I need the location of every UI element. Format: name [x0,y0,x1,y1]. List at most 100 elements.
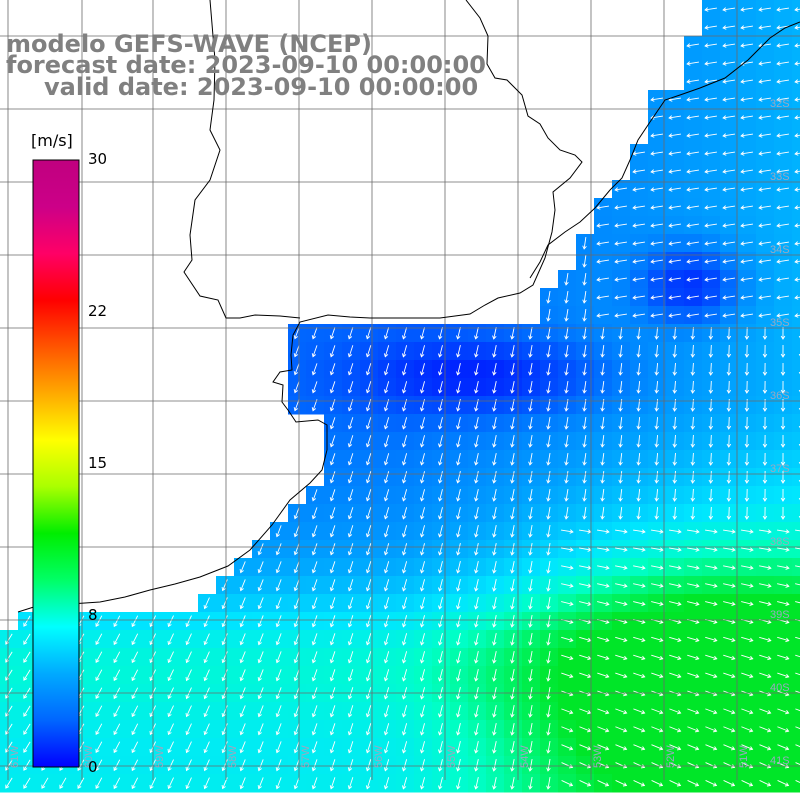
wind-arrow [239,561,246,574]
wind-arrow [744,416,750,430]
wind-arrow [687,654,700,661]
wind-arrow [722,241,735,246]
wind-arrow [456,489,461,502]
wind-arrow [185,633,192,646]
wind-arrow [492,543,497,556]
wind-arrow [275,597,282,610]
wind-arrow [456,363,461,376]
wind-arrow [600,470,605,484]
wind-arrow [23,741,31,753]
wind-arrow [456,471,461,484]
wind-arrow [564,489,569,502]
wind-cell [792,702,800,721]
wind-arrow [636,452,641,466]
wind-arrow [582,290,587,304]
wind-arrow [795,565,800,568]
wind-arrow [456,435,461,448]
wind-arrow [582,308,587,322]
wind-arrow [528,723,533,736]
wind-arrow [615,726,628,733]
wind-arrow [744,488,750,502]
wind-cell [792,468,800,487]
wind-arrow [456,579,461,592]
wind-arrow [632,169,645,174]
wind-arrow [615,583,628,588]
wind-arrow [311,543,318,556]
wind-arrow [708,470,714,484]
wind-arrow [668,133,681,138]
wind-arrow [705,547,718,552]
wind-arrow [419,579,425,592]
wind-arrow [654,326,659,340]
wind-arrow [383,471,390,484]
wind-arrow [329,453,336,466]
wind-arrow [614,205,627,210]
wind-arrow [762,452,768,466]
wind-arrow [546,309,551,322]
wind-arrow [722,133,735,138]
wind-arrow [597,726,610,733]
latitude-label: 39S [770,609,790,621]
wind-arrow [456,507,461,520]
wind-arrow [510,471,515,484]
wind-arrow [528,597,533,610]
colorbar-unit: [m/s] [31,131,73,150]
wind-arrow [510,453,515,466]
wind-arrow [510,759,515,772]
wind-arrow [419,759,425,772]
wind-arrow [564,273,569,286]
title-forecast-date: forecast date: 2023-09-10 00:00:00 [6,51,486,79]
colorbar-tick-22: 22 [88,302,108,320]
wind-arrow [456,651,461,664]
wind-arrow [438,543,443,556]
wind-arrow [474,633,479,646]
wind-arrow [546,579,551,592]
wind-arrow [365,633,372,646]
wind-arrow [347,543,354,556]
wind-arrow [705,726,718,733]
wind-arrow [777,672,790,679]
wind-arrow [636,362,641,376]
wind-arrow [528,543,533,556]
wind-arrow [615,762,628,769]
wind-arrow [795,672,800,676]
wind-arrow [650,241,663,246]
wind-arrow [582,452,587,466]
wind-arrow [776,241,789,246]
wind-arrow [419,705,425,718]
wind-arrow [329,435,336,448]
wind-arrow [687,708,700,715]
wind-arrow [687,529,700,534]
wind-arrow [474,777,479,790]
wind-arrow [651,601,664,606]
wind-arrow [636,434,641,448]
wind-arrow [329,417,336,430]
wind-arrow [293,345,300,358]
wind-arrow [561,762,574,769]
wind-arrow [668,259,681,264]
wind-arrow [383,579,390,592]
wind-arrow [113,633,121,646]
latitude-label: 37S [770,463,790,475]
wind-arrow [347,705,354,718]
wind-arrow [758,133,771,138]
wind-arrow [546,543,551,556]
wind-arrow [758,97,771,102]
wind-arrow [257,651,264,664]
wind-cell [792,360,800,379]
wind-arrow [776,133,789,138]
wind-arrow [95,615,103,628]
wind-arrow [705,565,718,570]
wind-arrow [95,705,103,718]
wind-arrow [726,452,732,466]
wind-arrow [329,669,336,682]
wind-arrow [687,780,700,787]
wind-arrow [723,672,736,679]
wind-arrow [704,205,717,210]
wind-arrow [329,363,336,376]
wind-arrow [347,489,354,502]
wind-arrow [185,777,192,790]
latitude-label: 40S [770,682,790,694]
wind-arrow [474,543,479,556]
